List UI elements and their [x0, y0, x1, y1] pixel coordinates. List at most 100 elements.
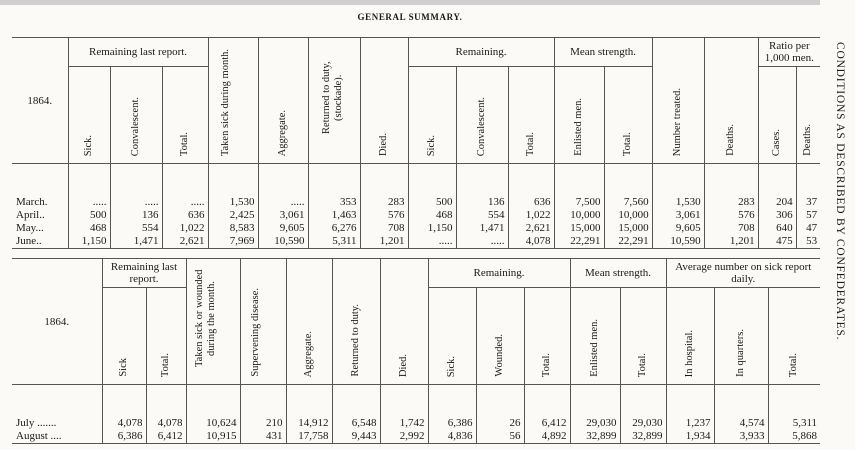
cell: 56: [475, 430, 524, 444]
cell: 1,934: [665, 430, 715, 444]
mean-strength-header: Mean strength.: [569, 258, 667, 288]
cell: 10,590: [651, 235, 705, 249]
cell: June..: [12, 235, 68, 249]
cell: 10,000: [553, 209, 605, 222]
cell: 9,443: [331, 430, 380, 444]
remaining-header: Remaining.: [407, 37, 555, 67]
cell: 29,030: [569, 417, 621, 430]
cell: 2,621: [507, 222, 555, 235]
cell: 554: [109, 222, 162, 235]
cell: May...: [16, 222, 44, 234]
cell: 1,150: [407, 222, 457, 235]
cell: 1,201: [359, 235, 409, 249]
cell: 2,621: [161, 235, 209, 249]
supervening-disease-header: Supervening disease.: [239, 258, 286, 385]
cell: 1,201: [703, 235, 759, 249]
table-row: May... 468 554 1,022 8,583 9,605 6,276 708 1,150…: [12, 222, 821, 235]
cropped-previous-line: [0, 0, 820, 5]
cell: 15,000: [553, 222, 605, 235]
cell: 6,386: [101, 430, 146, 444]
cell: 500: [407, 196, 457, 209]
cell: 136: [109, 209, 162, 222]
cell: 10,590: [257, 235, 309, 249]
cell: 1,022: [507, 209, 555, 222]
total-header: Total.: [145, 287, 186, 385]
cell: 1,150: [67, 235, 110, 249]
table-row: July ....... 4,078 4,078 10,624 210 14,912 6,5…: [12, 417, 821, 430]
cell: 4,078: [507, 235, 555, 249]
cell: 283: [703, 196, 759, 209]
cell: 6,412: [145, 430, 186, 444]
cell: August ....: [12, 430, 102, 444]
cell: 554: [455, 209, 509, 222]
returned-to-duty-header: Returned to duty.: [331, 258, 380, 385]
cell: 3,061: [257, 209, 309, 222]
cell: 353: [307, 196, 361, 209]
aggregate-header: Aggregate.: [285, 258, 332, 385]
cell: .....: [161, 196, 209, 209]
remaining-header: Remaining.: [427, 258, 571, 288]
cell: 2,425: [207, 209, 259, 222]
year-header: 1864.: [12, 258, 102, 385]
convalescent-header: Convalescent.: [109, 66, 162, 164]
ratio-per-1000-header: Ratio per 1,000 men.: [757, 37, 821, 67]
remaining-convalescent-header: Convalescent.: [455, 66, 509, 164]
taken-sick-or-wounded-header: Taken sick or wounded during the month.: [185, 258, 240, 385]
remaining-sick-header: Sick.: [427, 287, 476, 385]
table-row: June.. 1,150 1,471 2,621 7,969 10,590 5,311 1,2…: [12, 235, 821, 249]
cell: 576: [359, 209, 409, 222]
cell: 3,933: [713, 430, 769, 444]
cell: 4,574: [713, 417, 769, 430]
cell: 22,291: [553, 235, 605, 249]
cell: 17,758: [285, 430, 332, 444]
cell: 9,605: [257, 222, 309, 235]
enlisted-men-header: Enlisted men.: [569, 287, 621, 385]
summary-table-march-june: 1864. Remaining last report. Taken sick …: [12, 37, 821, 249]
sick-header: Sick: [101, 287, 146, 385]
side-note: CONDITIONS AS DESCRIBED BY CONFEDERATES.: [834, 42, 846, 341]
summary-table-july-august: 1864. Remaining last report. Taken sick …: [12, 258, 821, 444]
cell: 636: [507, 196, 555, 209]
cell: .....: [407, 235, 457, 249]
cell: 500: [67, 209, 110, 222]
cell: 475: [757, 235, 797, 249]
cell: 10,000: [603, 209, 653, 222]
returned-to-duty-header: Returned to duty, (stockade).: [307, 37, 361, 164]
cell: 1,471: [109, 235, 162, 249]
cell: 1,530: [651, 196, 705, 209]
cell: 3,061: [651, 209, 705, 222]
cell: 210: [239, 417, 286, 430]
cell: April..: [16, 209, 45, 221]
table-row: April.. 500 136 636 2,425 3,061 1,463 576 468 554…: [12, 209, 821, 222]
cell: 57: [795, 209, 821, 222]
died-header: Died.: [379, 258, 428, 385]
cell: 2,992: [379, 430, 428, 444]
enlisted-men-header: Enlisted men.: [553, 66, 605, 164]
remaining-total-header: Total.: [507, 66, 555, 164]
cell: 136: [455, 196, 509, 209]
cell: 636: [161, 209, 209, 222]
cell: 7,500: [553, 196, 605, 209]
cell: 708: [703, 222, 759, 235]
cell: 1,237: [665, 417, 715, 430]
in-quarters-header: In quarters.: [713, 287, 769, 385]
cell: 6,412: [523, 417, 571, 430]
cell: 204: [757, 196, 797, 209]
cell: 15,000: [603, 222, 653, 235]
taken-sick-header: Taken sick during month.: [207, 37, 259, 164]
total-header: Total.: [161, 66, 209, 164]
cell: July .......: [16, 417, 57, 429]
mean-total-header: Total.: [619, 287, 667, 385]
cell: 10,915: [185, 430, 240, 444]
cell: 37: [795, 196, 821, 209]
cell: 306: [757, 209, 797, 222]
cell: 1,742: [379, 417, 428, 430]
cell: 431: [239, 430, 286, 444]
cell: 26: [475, 417, 524, 430]
cell: 5,868: [767, 430, 821, 444]
cell: 53: [795, 235, 821, 249]
deaths-header: Deaths.: [703, 37, 759, 164]
cell: .....: [109, 196, 162, 209]
average-total-header: Total.: [767, 287, 821, 385]
table-row: August .... 6,386 6,412 10,915 431 17,758 9,44…: [12, 430, 821, 444]
